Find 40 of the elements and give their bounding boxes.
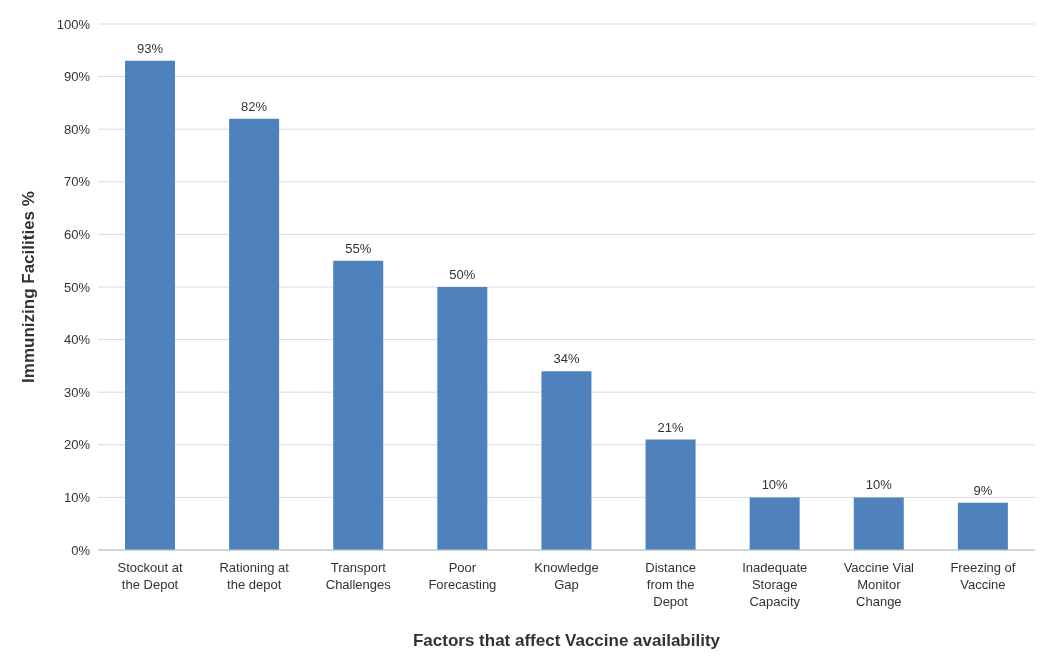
x-axis-title: Factors that affect Vaccine availability bbox=[412, 631, 721, 650]
bar bbox=[125, 60, 175, 550]
bar bbox=[853, 497, 904, 550]
y-tick-label: 10% bbox=[63, 490, 91, 506]
y-tick-label: 60% bbox=[63, 227, 91, 243]
bar bbox=[645, 439, 696, 550]
bar bbox=[437, 287, 488, 550]
y-tick-label: 100% bbox=[56, 16, 91, 32]
x-tick-label: Stockout at the Depot bbox=[117, 560, 183, 592]
y-tick-label: 80% bbox=[63, 121, 91, 137]
x-tick-label: Vaccine Vial Monitor Change bbox=[843, 560, 915, 609]
data-label: 10% bbox=[865, 477, 893, 493]
bar bbox=[333, 260, 384, 550]
y-tick-label: 0% bbox=[71, 542, 91, 558]
data-label: 50% bbox=[449, 267, 476, 282]
data-label: 82% bbox=[241, 98, 268, 114]
data-label: 93% bbox=[136, 40, 164, 56]
data-label: 55% bbox=[345, 240, 372, 256]
y-tick-label: 30% bbox=[63, 384, 91, 400]
bar bbox=[229, 118, 280, 550]
data-label: 10% bbox=[761, 477, 789, 493]
y-tick-label: 70% bbox=[63, 174, 91, 190]
y-tick-label: 50% bbox=[63, 279, 91, 295]
bar bbox=[541, 371, 592, 550]
y-axis-title: Immunizing Facilities % bbox=[19, 191, 39, 383]
x-tick-label: Knowledge Gap bbox=[534, 560, 599, 592]
x-tick-label: Distance from the Depot bbox=[645, 560, 696, 609]
data-label: 9% bbox=[973, 482, 993, 498]
x-tick-label: Poor Forecasting bbox=[428, 560, 497, 592]
x-tick-label: Rationing at the depot bbox=[219, 560, 290, 592]
x-tick-label: Transport Challenges bbox=[325, 560, 392, 592]
data-label: 34% bbox=[553, 351, 580, 367]
data-label: 21% bbox=[657, 419, 684, 435]
y-tick-label: 20% bbox=[63, 437, 91, 453]
y-tick-label: 90% bbox=[63, 69, 91, 85]
y-tick-label: 40% bbox=[63, 332, 91, 348]
x-tick-label: Inadequate Storage Capacity bbox=[742, 560, 808, 609]
bar bbox=[749, 497, 800, 550]
bar bbox=[957, 502, 1008, 550]
x-tick-label: Freezing of Vaccine bbox=[950, 560, 1016, 592]
